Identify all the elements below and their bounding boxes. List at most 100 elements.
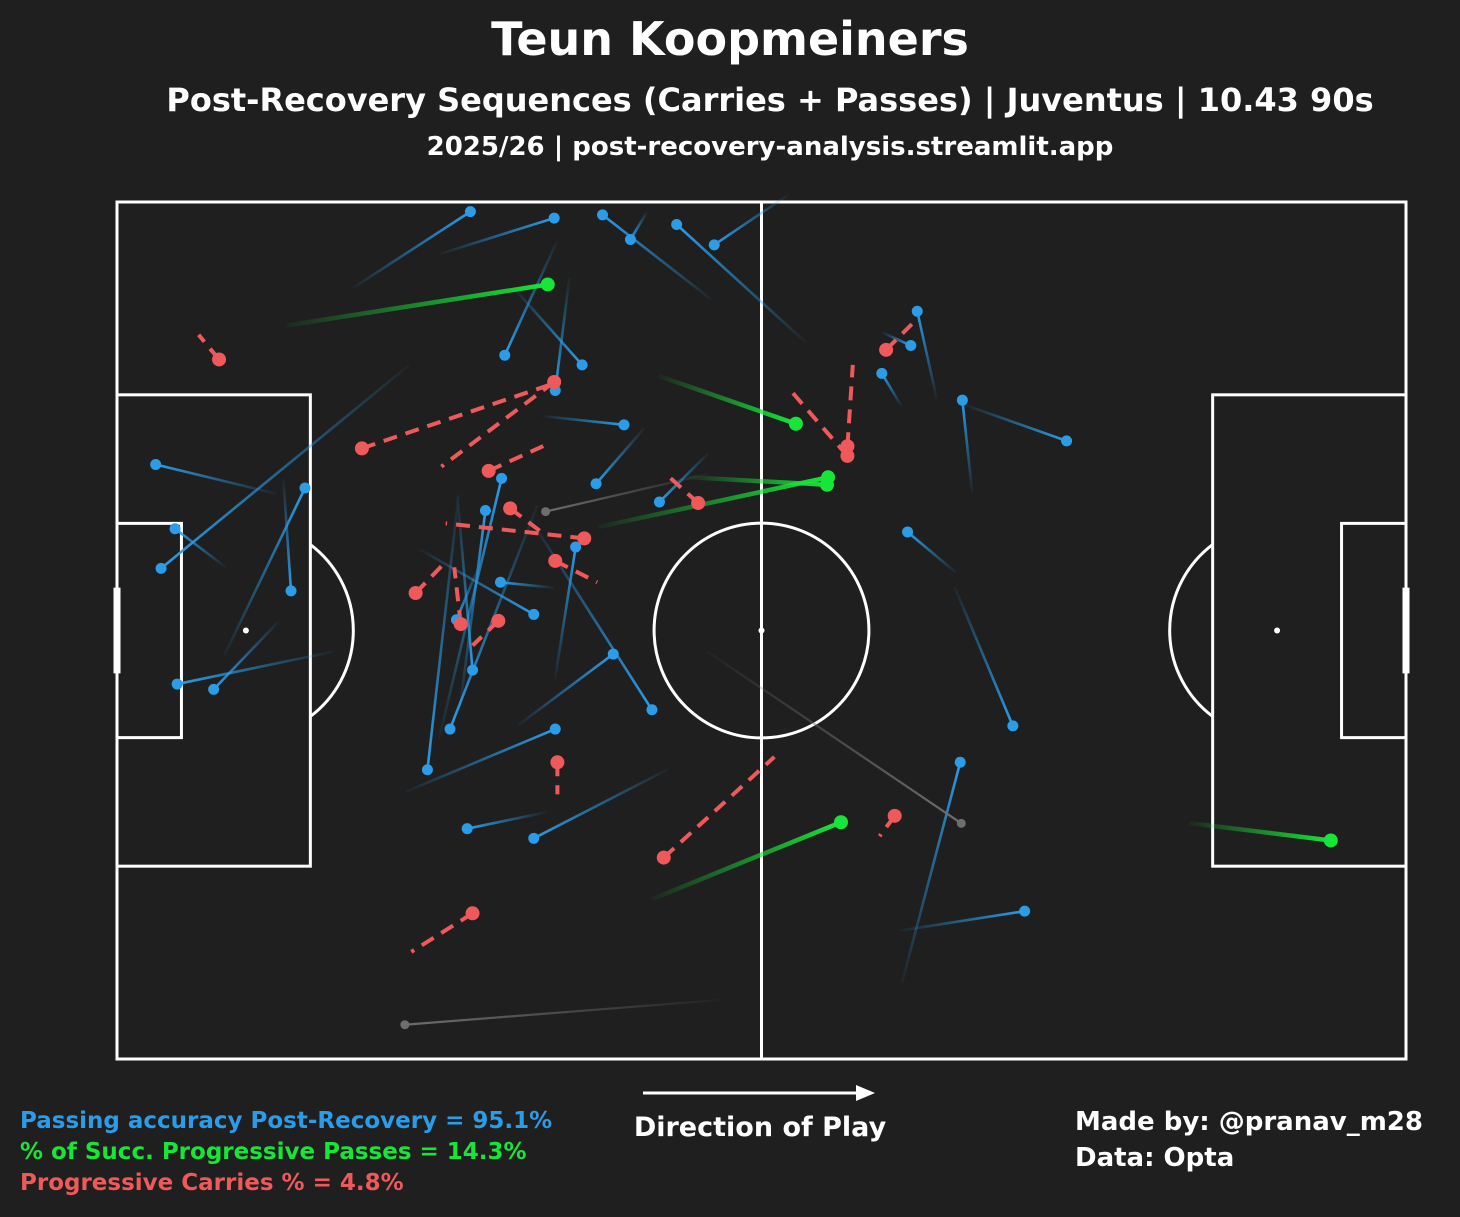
carry-start-point [887, 808, 902, 823]
pass-end-point [597, 209, 609, 221]
data-source-credit: Data: Opta [1075, 1143, 1235, 1173]
carry-start-point [491, 613, 506, 628]
pass-line [915, 309, 938, 400]
carry-line [452, 567, 463, 625]
carry-start-point [453, 617, 468, 632]
pass-end-point [494, 576, 506, 588]
carry-start-point [577, 531, 592, 546]
pass-line [175, 650, 334, 686]
pitch-marks [150, 194, 1338, 1030]
pass-line [405, 727, 557, 793]
pass-line [712, 194, 789, 247]
progressive-pass-end-point [1323, 833, 1338, 848]
progressive-pass-line [658, 374, 799, 426]
pass-line [499, 580, 555, 589]
carry-start-point [481, 463, 496, 478]
failed-pass-line [544, 472, 709, 513]
direction-arrow [643, 1085, 875, 1101]
pass-end-point [646, 704, 658, 716]
pass-end-point [671, 218, 683, 230]
pass-end-point [618, 419, 630, 431]
progressive-pass-line [1188, 821, 1334, 843]
carry-start-point [840, 448, 855, 463]
pass-end-point [421, 764, 433, 776]
pass-end-point [708, 239, 720, 251]
pass-line [553, 545, 577, 679]
pass-line [594, 427, 645, 486]
chart-source-line: 2025/26 | post-recovery-analysis.streaml… [426, 132, 1114, 162]
carry-line [662, 755, 776, 860]
pass-line [426, 494, 460, 772]
pass-end-point [169, 523, 181, 535]
pass-end-point [576, 359, 588, 371]
carry-line [445, 521, 585, 541]
pass-line [961, 398, 974, 493]
pass-end-point [155, 562, 167, 574]
progressive-pass-end-point [788, 416, 803, 431]
carry-line [440, 380, 556, 469]
pass-end-point [624, 233, 636, 245]
pass-end-point [1007, 720, 1019, 732]
left-penalty-spot [242, 627, 249, 634]
carry-start-point [656, 850, 671, 865]
pass-end-point [464, 206, 476, 218]
carry-start-point [354, 441, 369, 456]
left-penalty-box [115, 393, 312, 868]
right-penalty-arc [1168, 543, 1214, 718]
carry-line [663, 471, 700, 505]
pass-line [503, 241, 558, 357]
direction-of-play-label: Direction of Play [633, 1112, 887, 1143]
pass-line [542, 414, 626, 427]
left-six-yard-box [115, 521, 183, 740]
pass-line [899, 909, 1026, 932]
carry-start-point [465, 906, 480, 921]
carry-line [487, 441, 551, 473]
pass-end-point [876, 367, 888, 379]
pass-line [965, 404, 1068, 443]
pass-end-point [549, 723, 561, 735]
progressive-pass-line [598, 475, 831, 529]
carry-start-point [547, 374, 562, 389]
center-circle [652, 521, 871, 740]
pass-end-point [911, 305, 923, 317]
pass-line [517, 652, 615, 727]
pass-line [658, 452, 710, 504]
pass-end-point [285, 585, 297, 597]
pass-end-point [528, 832, 540, 844]
carry-start-point [879, 342, 894, 357]
failed-pass-end-point [541, 507, 551, 517]
pass-line [906, 530, 957, 573]
passing-accuracy-stat: Passing accuracy Post-Recovery = 95.1% [20, 1108, 553, 1134]
failed-pass-line [403, 998, 720, 1026]
chart-title: Teun Koopmeiners [491, 12, 969, 66]
pass-end-point [956, 394, 968, 406]
pass-line [953, 586, 1015, 728]
pass-line [212, 620, 280, 691]
carry-line [845, 364, 855, 447]
carry-line [554, 559, 599, 585]
made-by-credit: Made by: @pranav_m28 [1075, 1107, 1423, 1137]
pass-end-point [1019, 905, 1031, 917]
pass-line [553, 277, 571, 392]
carry-line [508, 506, 547, 537]
pass-end-point [954, 756, 966, 768]
carry-start-point [408, 586, 423, 601]
pass-line [880, 372, 903, 407]
pass-line [352, 210, 472, 290]
pass-end-point [548, 212, 560, 224]
pass-end-point [905, 340, 917, 352]
pass-line [900, 760, 962, 984]
pass-end-point [653, 496, 665, 508]
pass-line [223, 486, 307, 657]
pass-line [154, 463, 277, 495]
progressive-pass-end-point [540, 277, 555, 292]
carry-start-point [212, 352, 227, 367]
failed-pass-end-point [956, 818, 966, 828]
pass-line [530, 519, 654, 712]
pass-line [282, 479, 293, 593]
pass-end-point [570, 541, 582, 553]
pass-end-point [590, 478, 602, 490]
pass-end-point [299, 482, 311, 494]
failed-pass-line [706, 650, 963, 825]
